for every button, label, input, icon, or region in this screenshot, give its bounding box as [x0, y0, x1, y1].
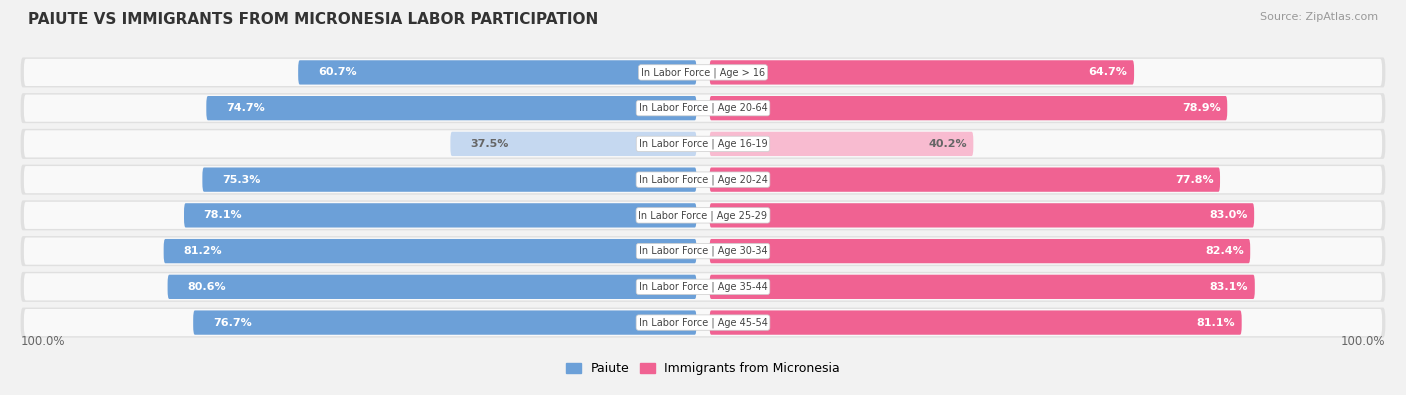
Text: 78.1%: 78.1%: [204, 211, 242, 220]
FancyBboxPatch shape: [207, 96, 696, 120]
FancyBboxPatch shape: [21, 57, 1385, 87]
Text: 83.0%: 83.0%: [1209, 211, 1247, 220]
FancyBboxPatch shape: [710, 310, 1241, 335]
FancyBboxPatch shape: [184, 203, 696, 228]
FancyBboxPatch shape: [710, 203, 1254, 228]
FancyBboxPatch shape: [24, 130, 1382, 158]
Text: 75.3%: 75.3%: [222, 175, 260, 184]
FancyBboxPatch shape: [21, 165, 1385, 195]
FancyBboxPatch shape: [24, 237, 1382, 265]
FancyBboxPatch shape: [298, 60, 696, 85]
FancyBboxPatch shape: [24, 309, 1382, 336]
FancyBboxPatch shape: [21, 93, 1385, 123]
Text: 80.6%: 80.6%: [187, 282, 226, 292]
Legend: Paiute, Immigrants from Micronesia: Paiute, Immigrants from Micronesia: [561, 357, 845, 380]
FancyBboxPatch shape: [24, 59, 1382, 86]
Text: 77.8%: 77.8%: [1175, 175, 1213, 184]
FancyBboxPatch shape: [21, 200, 1385, 230]
Text: 74.7%: 74.7%: [226, 103, 264, 113]
FancyBboxPatch shape: [24, 273, 1382, 301]
Text: 81.2%: 81.2%: [183, 246, 222, 256]
FancyBboxPatch shape: [24, 202, 1382, 229]
Text: In Labor Force | Age 20-64: In Labor Force | Age 20-64: [638, 103, 768, 113]
Text: 100.0%: 100.0%: [21, 335, 65, 348]
Text: 40.2%: 40.2%: [928, 139, 967, 149]
Text: 100.0%: 100.0%: [1341, 335, 1385, 348]
Text: In Labor Force | Age 45-54: In Labor Force | Age 45-54: [638, 317, 768, 328]
Text: PAIUTE VS IMMIGRANTS FROM MICRONESIA LABOR PARTICIPATION: PAIUTE VS IMMIGRANTS FROM MICRONESIA LAB…: [28, 12, 599, 27]
FancyBboxPatch shape: [710, 167, 1220, 192]
FancyBboxPatch shape: [710, 96, 1227, 120]
FancyBboxPatch shape: [710, 60, 1135, 85]
FancyBboxPatch shape: [21, 308, 1385, 338]
Text: 37.5%: 37.5%: [470, 139, 509, 149]
FancyBboxPatch shape: [24, 94, 1382, 122]
Text: In Labor Force | Age > 16: In Labor Force | Age > 16: [641, 67, 765, 78]
Text: In Labor Force | Age 20-24: In Labor Force | Age 20-24: [638, 174, 768, 185]
FancyBboxPatch shape: [163, 239, 696, 263]
FancyBboxPatch shape: [193, 310, 696, 335]
Text: In Labor Force | Age 16-19: In Labor Force | Age 16-19: [638, 139, 768, 149]
Text: In Labor Force | Age 25-29: In Labor Force | Age 25-29: [638, 210, 768, 221]
FancyBboxPatch shape: [202, 167, 696, 192]
FancyBboxPatch shape: [710, 239, 1250, 263]
Text: 82.4%: 82.4%: [1205, 246, 1244, 256]
Text: 83.1%: 83.1%: [1209, 282, 1249, 292]
FancyBboxPatch shape: [21, 129, 1385, 159]
Text: 81.1%: 81.1%: [1197, 318, 1234, 327]
FancyBboxPatch shape: [24, 166, 1382, 193]
FancyBboxPatch shape: [167, 275, 696, 299]
FancyBboxPatch shape: [21, 272, 1385, 302]
Text: Source: ZipAtlas.com: Source: ZipAtlas.com: [1260, 12, 1378, 22]
Text: 60.7%: 60.7%: [318, 68, 357, 77]
FancyBboxPatch shape: [21, 236, 1385, 266]
FancyBboxPatch shape: [710, 275, 1254, 299]
Text: 78.9%: 78.9%: [1182, 103, 1220, 113]
Text: 76.7%: 76.7%: [212, 318, 252, 327]
FancyBboxPatch shape: [450, 132, 696, 156]
Text: In Labor Force | Age 30-34: In Labor Force | Age 30-34: [638, 246, 768, 256]
Text: 64.7%: 64.7%: [1088, 68, 1128, 77]
Text: In Labor Force | Age 35-44: In Labor Force | Age 35-44: [638, 282, 768, 292]
FancyBboxPatch shape: [710, 132, 973, 156]
